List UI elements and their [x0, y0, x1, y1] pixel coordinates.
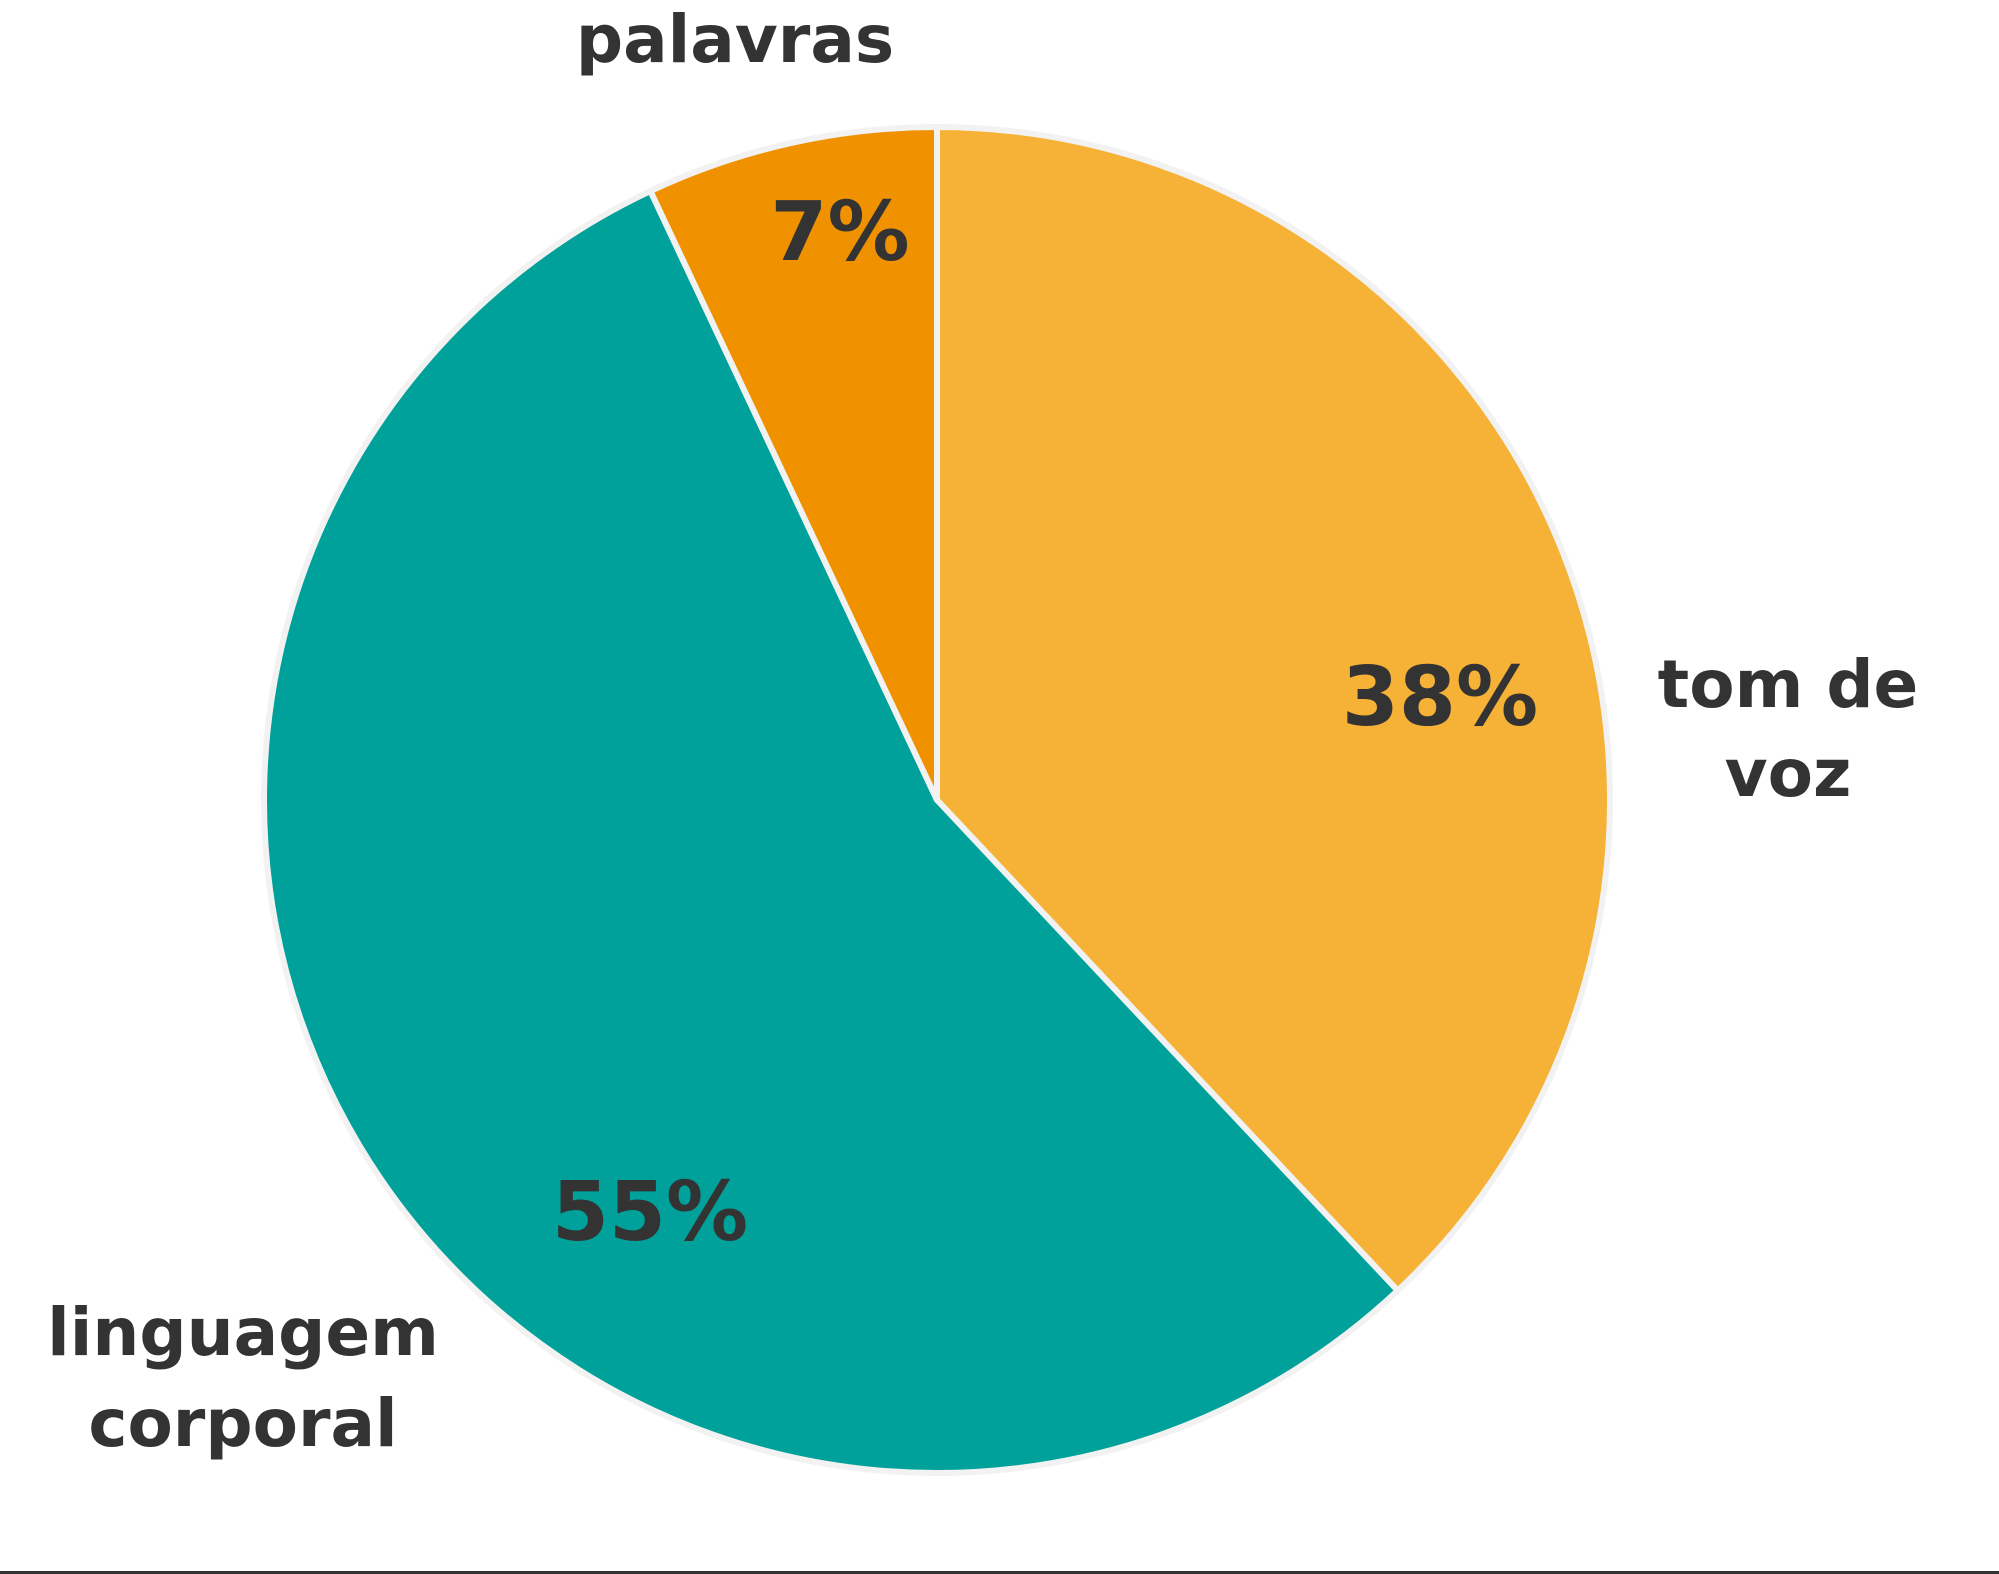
pie-labels: 38% 55% 7% tom de voz linguagem corporal palavr… — [47, 1, 1918, 1462]
data-label-tom-de-voz: 38% — [1342, 650, 1538, 745]
data-label-linguagem-corporal: 55% — [552, 1165, 748, 1260]
pie-slices — [261, 124, 1613, 1476]
category-label-tom-de-voz: tom de voz — [1658, 646, 1919, 812]
bottom-divider — [0, 1571, 1999, 1574]
pie-slice-linguagem-corporal — [261, 188, 1401, 1476]
data-label-palavras: 7% — [770, 185, 909, 280]
category-label-palavras: palavras — [576, 1, 894, 78]
pie-slice-tom-de-voz — [934, 124, 1613, 1294]
category-label-linguagem-corporal: linguagem corporal — [47, 1294, 439, 1462]
pie-slice-palavras — [647, 124, 940, 803]
